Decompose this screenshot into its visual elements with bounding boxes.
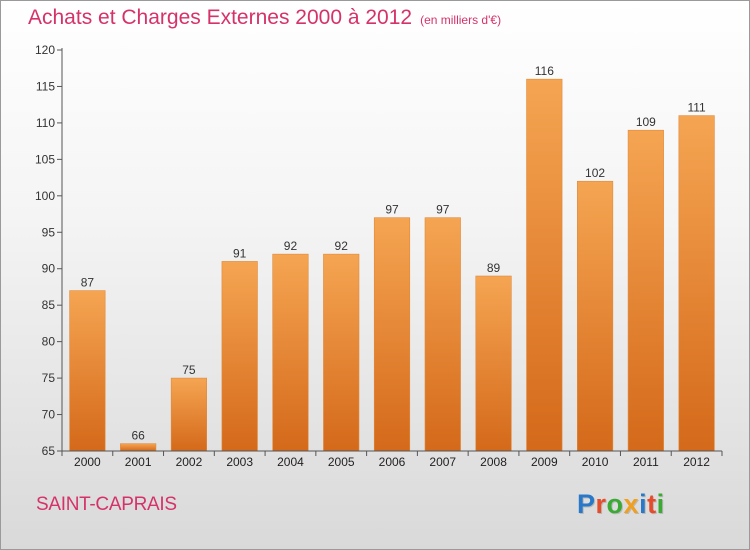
bar-2004 [272,253,309,452]
value-label-2003: 91 [233,246,247,260]
y-tick-label: 75 [42,371,56,385]
bar-2000 [69,290,106,452]
x-tick-label-2002: 2002 [176,455,203,469]
x-tick-label-2004: 2004 [277,455,304,469]
value-label-2008: 89 [487,261,501,275]
logo-letter: x [623,489,640,519]
bar-2001 [120,443,157,452]
x-tick-label-2006: 2006 [379,455,406,469]
bar-2003 [221,261,258,452]
x-tick-label-2010: 2010 [582,455,609,469]
bar-2011 [627,129,664,452]
y-tick-label: 95 [42,225,56,239]
chart-title: Achats et Charges Externes 2000 à 2012 (e… [28,6,501,30]
x-tick-label-2001: 2001 [125,455,152,469]
y-tick-label: 65 [42,444,56,458]
bar-2009 [526,78,563,452]
x-tick-label-2003: 2003 [226,455,253,469]
commune-name: SAINT-CAPRAIS [36,494,177,515]
y-tick-label: 70 [42,408,56,422]
y-tick-label: 90 [42,262,56,276]
x-tick-label-2011: 2011 [633,455,659,469]
logo-letter: o [606,489,624,519]
bar-2008 [475,275,512,452]
value-label-2007: 97 [436,203,450,217]
value-label-2004: 92 [284,239,298,253]
bar-2010 [577,180,614,452]
y-axis: 65 70 75 80 85 90 95 100 105 110 115 120 [35,43,63,458]
value-label-2005: 92 [335,239,349,253]
y-tick-label: 80 [42,335,56,349]
logo-letter: i [639,489,648,519]
logo-letter: i [656,489,665,519]
x-tick-label-2009: 2009 [531,455,558,469]
y-tick-label: 110 [36,116,55,130]
y-tick-label: 100 [35,189,55,203]
bar-2002 [170,377,207,452]
value-label-2001: 66 [131,429,145,443]
logo-letter: t [647,489,657,519]
logo-letter: P [577,489,596,519]
value-label-2012: 111 [687,101,706,115]
bar-2012 [678,115,715,452]
value-label-2011: 109 [636,115,656,129]
bar-2006 [373,217,411,452]
chart-subtitle: (en milliers d'€) [420,13,502,27]
y-tick-label: 120 [35,43,55,57]
x-tick-label-2005: 2005 [328,455,355,469]
x-tick-label-2007: 2007 [429,455,456,469]
y-tick-label: 115 [36,79,55,93]
chart-title-text: Achats et Charges Externes 2000 à 2012 [28,6,413,29]
x-axis: 2000 2001 2002 2003 2004 2005 2006 2007 2008 2009… [61,450,723,469]
bar-2005 [323,253,360,452]
x-tick-label-2008: 2008 [480,455,507,469]
logo-letter: r [595,489,607,519]
bar-2007 [424,217,461,452]
x-tick-label-2012: 2012 [683,455,710,469]
bars: 87 66 75 91 92 92 97 97 89 116 102 109 111 [69,64,715,452]
value-label-2009: 116 [535,64,554,78]
value-label-2010: 102 [585,166,605,180]
proxiti-logo: Proxiti [577,489,665,520]
value-label-2002: 75 [182,363,196,377]
value-label-2000: 87 [81,276,95,290]
x-tick-label-2000: 2000 [74,455,101,469]
value-label-2006: 97 [385,203,399,217]
y-tick-label: 105 [35,152,55,166]
y-tick-label: 85 [42,298,56,312]
